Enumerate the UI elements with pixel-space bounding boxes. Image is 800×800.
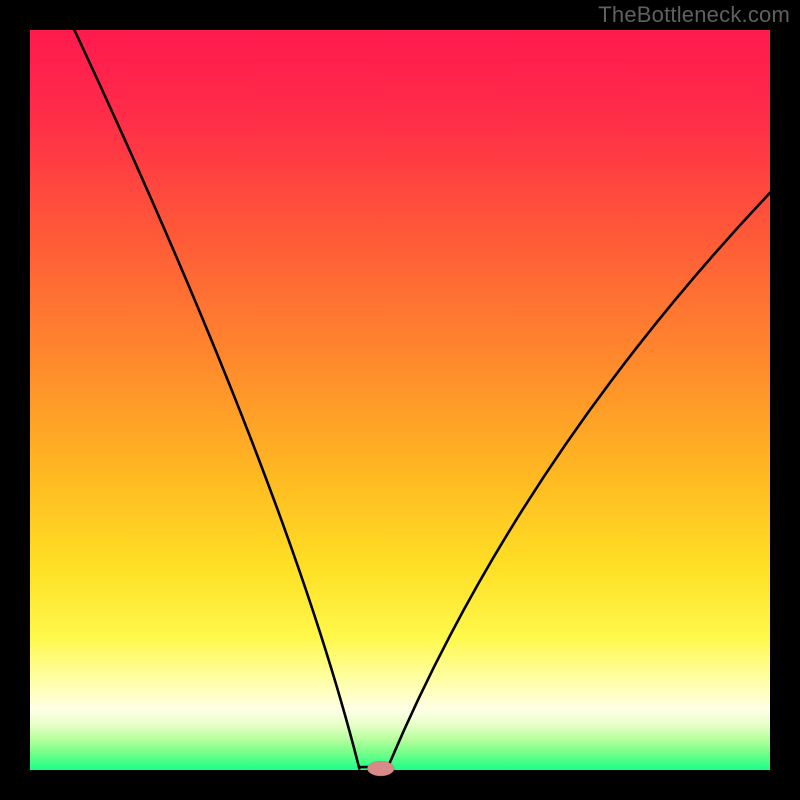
bottleneck-chart <box>0 0 800 800</box>
plot-area-gradient <box>30 30 770 770</box>
optimal-point-marker <box>367 761 394 776</box>
watermark-text: TheBottleneck.com <box>598 2 790 28</box>
chart-container: TheBottleneck.com <box>0 0 800 800</box>
